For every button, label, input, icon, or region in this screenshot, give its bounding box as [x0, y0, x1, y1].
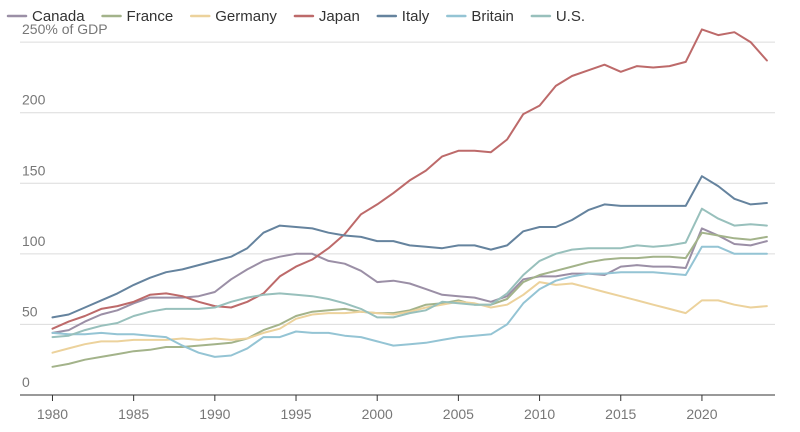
y-tick-label: 200: [22, 92, 46, 108]
legend-item-france: France: [101, 8, 174, 25]
legend-label: Germany: [215, 8, 277, 25]
legend-label: Japan: [319, 8, 360, 25]
series-line-japan: [51, 28, 768, 330]
legend-item-germany: Germany: [189, 8, 277, 25]
gridlines: [20, 41, 775, 325]
x-axis: 1980 1985 1990 1995 2000 2005 2010 2015 2020: [37, 395, 718, 422]
series-line-germany: [51, 281, 768, 354]
y-tick-label: 50: [22, 303, 38, 319]
y-axis-tick-labels: 0 50 100 150 200 250% of GDP: [22, 21, 108, 390]
y-tick-label: 100: [22, 233, 46, 249]
legend-label: Canada: [32, 8, 85, 25]
legend-label: France: [127, 8, 174, 25]
legend: Canada France Germany Japan Italy Britain U.S.: [6, 8, 585, 25]
legend-item-u-s: U.S.: [530, 8, 585, 25]
x-tick-label: 2015: [605, 406, 636, 422]
series-line-britain: [51, 245, 768, 358]
legend-label: U.S.: [556, 8, 585, 25]
series-lines: [51, 28, 768, 368]
x-tick-label: 1990: [199, 406, 230, 422]
x-tick-label: 2005: [443, 406, 474, 422]
legend-item-britain: Britain: [446, 8, 514, 25]
y-tick-label: 0: [22, 374, 30, 390]
series-line-france: [51, 231, 768, 368]
x-tick-label: 1985: [118, 406, 149, 422]
series-line-canada: [51, 227, 768, 334]
x-tick-label: 1980: [37, 406, 68, 422]
series-line-u-s: [51, 207, 768, 339]
series-line-italy: [51, 175, 768, 319]
legend-label: Britain: [471, 8, 514, 25]
y-tick-label: 150: [22, 162, 46, 178]
y-tick-label: 250% of GDP: [22, 21, 108, 37]
legend-label: Italy: [402, 8, 430, 25]
legend-item-canada: Canada: [6, 8, 85, 25]
x-tick-label: 2000: [362, 406, 393, 422]
x-tick-label: 1995: [280, 406, 311, 422]
legend-item-italy: Italy: [376, 8, 430, 25]
x-tick-label: 2010: [524, 406, 555, 422]
legend-item-japan: Japan: [293, 8, 360, 25]
x-tick-label: 2020: [686, 406, 717, 422]
